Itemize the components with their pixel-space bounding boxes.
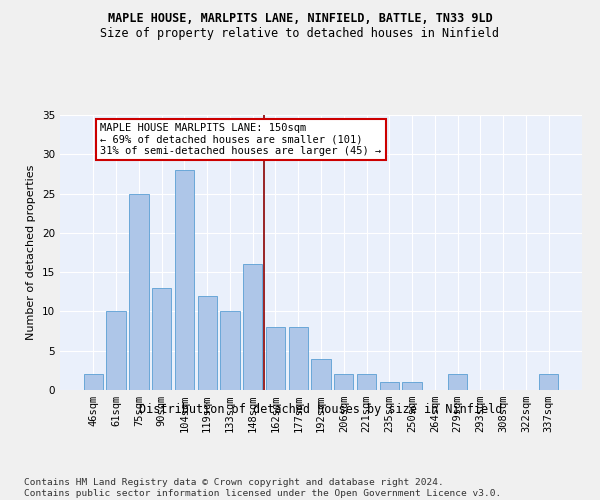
Text: Size of property relative to detached houses in Ninfield: Size of property relative to detached ho… bbox=[101, 28, 499, 40]
Bar bbox=[289, 327, 308, 390]
Bar bbox=[334, 374, 353, 390]
Bar bbox=[380, 382, 399, 390]
Bar bbox=[106, 312, 126, 390]
Bar bbox=[152, 288, 172, 390]
Bar bbox=[311, 358, 331, 390]
Bar bbox=[175, 170, 194, 390]
Text: Distribution of detached houses by size in Ninfield: Distribution of detached houses by size … bbox=[139, 402, 503, 415]
Y-axis label: Number of detached properties: Number of detached properties bbox=[26, 165, 37, 340]
Bar bbox=[129, 194, 149, 390]
Bar bbox=[220, 312, 239, 390]
Bar bbox=[266, 327, 285, 390]
Bar bbox=[448, 374, 467, 390]
Bar bbox=[357, 374, 376, 390]
Bar bbox=[197, 296, 217, 390]
Text: MAPLE HOUSE MARLPITS LANE: 150sqm
← 69% of detached houses are smaller (101)
31%: MAPLE HOUSE MARLPITS LANE: 150sqm ← 69% … bbox=[100, 123, 382, 156]
Bar bbox=[403, 382, 422, 390]
Bar bbox=[243, 264, 262, 390]
Text: MAPLE HOUSE, MARLPITS LANE, NINFIELD, BATTLE, TN33 9LD: MAPLE HOUSE, MARLPITS LANE, NINFIELD, BA… bbox=[107, 12, 493, 26]
Text: Contains HM Land Registry data © Crown copyright and database right 2024.
Contai: Contains HM Land Registry data © Crown c… bbox=[24, 478, 501, 498]
Bar bbox=[539, 374, 558, 390]
Bar bbox=[84, 374, 103, 390]
